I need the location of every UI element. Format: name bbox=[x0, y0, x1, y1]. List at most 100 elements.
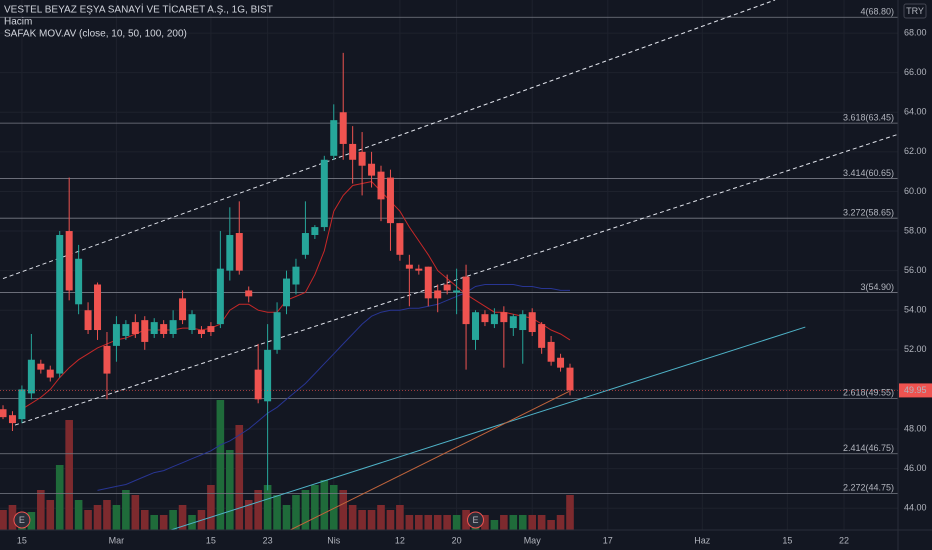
candle-body bbox=[519, 314, 527, 331]
candle-body bbox=[245, 290, 253, 297]
candle-body bbox=[434, 290, 442, 299]
candle-body bbox=[197, 330, 205, 334]
candle-body bbox=[65, 231, 73, 291]
fib-label: 2.414(46.75) bbox=[843, 443, 894, 453]
volume-bar bbox=[150, 515, 159, 530]
candle-body bbox=[84, 310, 92, 331]
fib-label: 3.618(63.45) bbox=[843, 113, 894, 123]
volume-bar bbox=[55, 465, 64, 530]
fib-label: 4(68.80) bbox=[860, 7, 894, 17]
candle-body bbox=[179, 298, 187, 321]
currency[interactable]: TRY bbox=[906, 6, 924, 16]
volume-bar bbox=[207, 485, 215, 530]
volume-bar bbox=[273, 495, 281, 530]
candle-body bbox=[8, 415, 16, 424]
candle-body bbox=[472, 312, 480, 340]
volume-bar bbox=[254, 490, 262, 530]
volume-label[interactable]: Hacim bbox=[4, 17, 32, 28]
last-price-tag bbox=[899, 383, 932, 398]
candle-body bbox=[37, 363, 45, 370]
y-tick-label: 62.00 bbox=[904, 146, 927, 156]
candle-body bbox=[46, 369, 54, 378]
volume-bar bbox=[93, 505, 102, 530]
volume-bar bbox=[396, 505, 404, 530]
candle-body bbox=[557, 357, 565, 368]
candle-body bbox=[415, 268, 423, 271]
volume-bar bbox=[405, 515, 414, 530]
candle-body bbox=[547, 341, 555, 362]
candle-body bbox=[301, 233, 309, 255]
volume-bar bbox=[235, 425, 244, 530]
candle-body bbox=[207, 326, 215, 333]
fib-label: 2.618(49.55) bbox=[843, 388, 894, 398]
x-tick-label: 17 bbox=[603, 535, 613, 545]
candle-body bbox=[509, 316, 517, 329]
trend-line bbox=[2, 0, 776, 280]
candle-body bbox=[112, 324, 120, 346]
volume-bar bbox=[320, 480, 329, 530]
candle-body bbox=[349, 143, 357, 160]
candle-body bbox=[0, 409, 7, 418]
candle-body bbox=[254, 369, 262, 400]
candle-body bbox=[273, 312, 281, 350]
currency-box[interactable] bbox=[903, 3, 927, 19]
volume-bar bbox=[528, 515, 537, 530]
indicator-label[interactable]: SAFAK MOV.AV (close, 10, 50, 100, 200) bbox=[4, 29, 187, 40]
volume-bar bbox=[452, 515, 461, 530]
x-tick-label: Nis bbox=[327, 535, 340, 545]
candle-body bbox=[264, 349, 272, 402]
x-tick-label: 23 bbox=[263, 535, 273, 545]
moving-average bbox=[97, 284, 570, 491]
volume-bar bbox=[159, 515, 168, 530]
trend-line bbox=[290, 390, 570, 530]
volume-bar bbox=[0, 510, 7, 530]
candle-body bbox=[188, 314, 196, 331]
volume-bar bbox=[84, 510, 92, 530]
volume-bar bbox=[112, 505, 121, 530]
fib-label: 3(54.90) bbox=[860, 282, 894, 292]
candle-body bbox=[453, 290, 461, 293]
candle-body bbox=[283, 278, 291, 307]
x-tick-label: May bbox=[524, 535, 542, 545]
volume-bar bbox=[462, 510, 470, 530]
symbol-title[interactable]: VESTEL BEYAZ EŞYA SANAYİ VE TİCARET A.Ş.… bbox=[4, 3, 273, 16]
volume-bar bbox=[263, 485, 272, 530]
candle-body bbox=[396, 223, 404, 255]
volume-bar bbox=[566, 495, 574, 530]
volume-bar bbox=[103, 500, 111, 530]
header: VESTEL BEYAZ EŞYA SANAYİ VE TİCARET A.Ş.… bbox=[4, 3, 273, 40]
volume-bar bbox=[367, 510, 376, 530]
x-tick-label: 12 bbox=[395, 535, 405, 545]
volume-bar bbox=[415, 515, 423, 530]
candle-body bbox=[131, 322, 139, 334]
volume-bar bbox=[386, 510, 395, 530]
candle-body bbox=[122, 324, 130, 336]
candle-body bbox=[368, 163, 376, 176]
volume-bar bbox=[282, 505, 291, 530]
volume-bar bbox=[301, 490, 310, 530]
earnings-marker[interactable] bbox=[13, 511, 31, 529]
y-tick-label: 64.00 bbox=[904, 107, 927, 117]
volume-bar bbox=[481, 515, 489, 530]
candle-body bbox=[424, 266, 432, 299]
candle-body bbox=[18, 389, 26, 420]
volume-bar bbox=[65, 420, 73, 530]
candle-body bbox=[27, 359, 35, 394]
candle-body bbox=[150, 322, 158, 334]
x-tick-label: 15 bbox=[17, 535, 27, 545]
earnings-label: E bbox=[472, 515, 478, 525]
volume-bar bbox=[537, 515, 546, 530]
volume-bar bbox=[433, 515, 442, 530]
y-tick-label: 44.00 bbox=[904, 503, 927, 513]
volume-bar bbox=[27, 512, 36, 530]
last-price-label: 49.95 bbox=[904, 385, 927, 395]
candle-body bbox=[103, 345, 111, 374]
volume-bar bbox=[74, 500, 83, 530]
x-tick-label: 15 bbox=[782, 535, 792, 545]
earnings-label: E bbox=[19, 515, 25, 525]
axes: 44.0046.0048.0050.0052.0054.0056.0058.00… bbox=[17, 27, 932, 545]
y-tick-label: 52.00 bbox=[904, 344, 927, 354]
earnings-marker[interactable] bbox=[467, 511, 485, 529]
volume-bar bbox=[329, 485, 338, 530]
